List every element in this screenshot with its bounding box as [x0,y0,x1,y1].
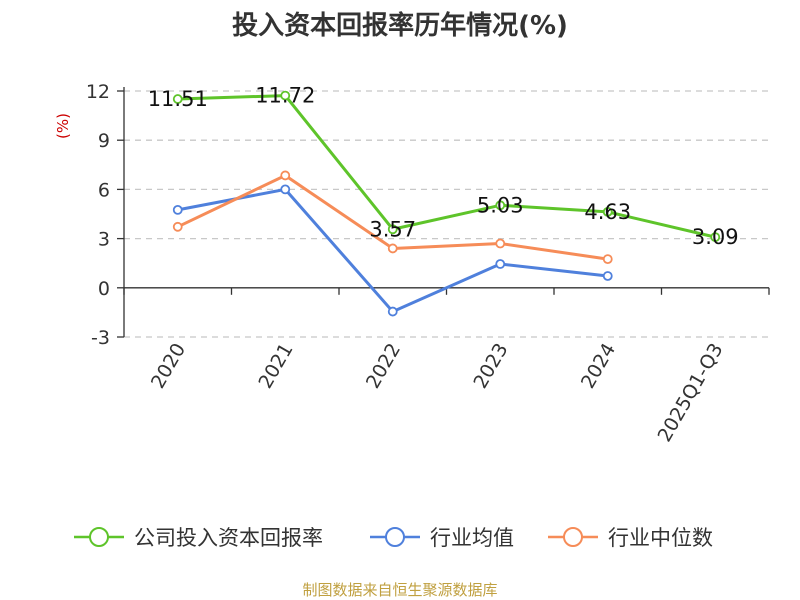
data-point [710,232,721,243]
x-tick-label: 2020 [147,340,190,393]
legend-marker [385,527,405,547]
legend: 公司投入资本回报率 行业均值 行业中位数 [74,526,713,550]
data-point [387,243,398,254]
data-label: 3.09 [692,225,739,249]
y-tick-label: -3 [91,327,110,349]
data-point [602,271,613,281]
y-tick-label: 9 [98,130,110,152]
y-tick-label: 12 [86,81,110,103]
y-axis-unit-label: (%) [54,113,72,139]
data-point [602,254,613,265]
legend-label: 公司投入资本回报率 [134,526,323,550]
axes: -3 0 3 6 9 12 2020 2021 2022 2023 2024 2025Q1-Q3 [86,81,770,446]
data-labels: 11.51 11.72 3.57 5.03 4.63 3.09 [148,84,739,250]
series-line-0 [177,94,716,239]
data-point [387,306,398,317]
data-label: 3.57 [369,217,416,241]
x-tick-label: 2024 [577,340,620,393]
data-point [602,206,613,217]
data-point [172,221,183,232]
series-group [172,90,721,317]
data-point [495,238,506,249]
legend-label: 行业均值 [430,526,514,550]
data-point [280,170,291,181]
chart-title: 投入资本回报率历年情况(%) [232,10,568,41]
data-point [387,224,398,235]
data-point [280,184,291,195]
legend-marker [563,527,583,547]
data-label: 5.03 [477,193,524,217]
x-tick-label: 2025Q1-Q3 [654,340,728,446]
y-tick-label: 0 [98,278,110,300]
data-source-note: 制图数据来自恒生聚源数据库 [302,581,497,599]
y-tick-label: 6 [98,179,110,201]
y-tick-label: 3 [98,229,110,251]
data-point [172,204,183,215]
x-tick-label: 2023 [469,340,512,393]
x-tick-label: 2021 [254,340,297,393]
data-point [495,200,506,211]
data-label: 11.51 [148,87,208,111]
data-label: 4.63 [584,200,631,224]
legend-label: 行业中位数 [608,526,713,550]
grid-lines [124,90,769,338]
data-point [280,90,291,101]
legend-marker [89,527,109,547]
data-point [172,94,183,104]
x-tick-label: 2022 [362,340,405,393]
data-point [495,259,506,269]
data-label: 11.72 [255,84,315,108]
